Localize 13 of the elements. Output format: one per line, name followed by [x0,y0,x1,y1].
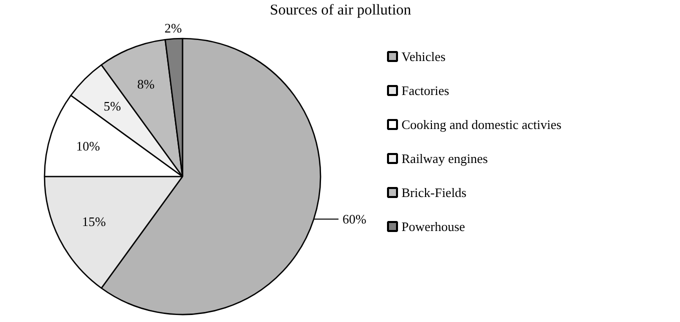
data-label: 2% [164,20,182,36]
legend-label: Railway engines [402,151,488,166]
legend-label: Cooking and domestic activies [402,117,562,132]
data-label: 15% [82,214,106,230]
data-label: 10% [76,138,100,154]
chart-title: Sources of air pollution [270,2,412,18]
legend-label: Factories [402,83,450,98]
legend-label: Brick-Fields [402,185,466,200]
data-label: 8% [137,76,155,92]
data-label: 60% [342,212,366,227]
data-label: 5% [104,98,122,114]
legend-label: Vehicles [402,49,446,64]
legend-label: Powerhouse [402,219,466,234]
